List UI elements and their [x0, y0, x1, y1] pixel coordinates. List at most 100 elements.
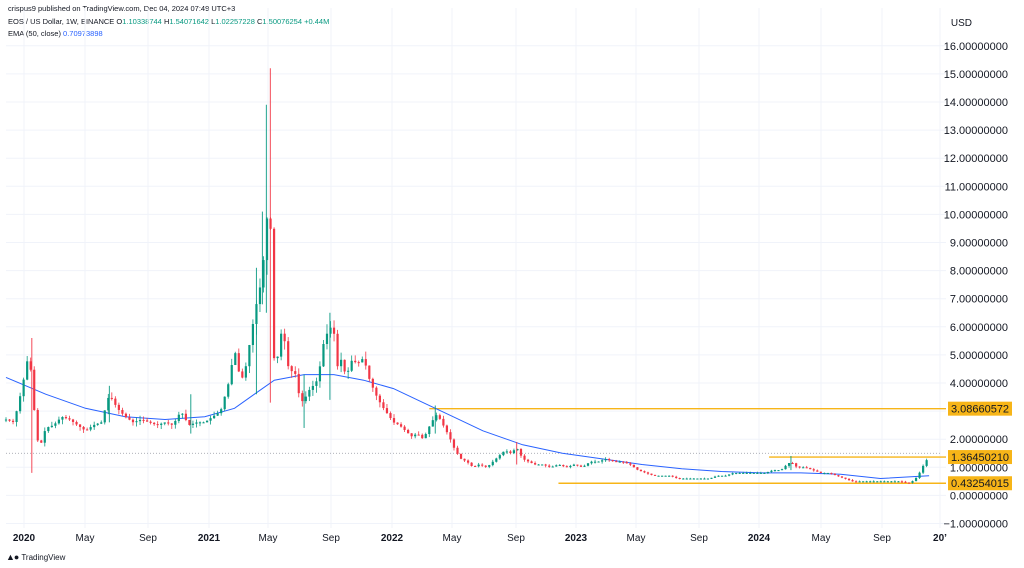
candle-body	[280, 333, 283, 357]
candle-body	[251, 323, 255, 346]
candle-body	[763, 472, 766, 474]
candle-body	[181, 413, 184, 415]
candle-body	[749, 472, 752, 474]
x-tick-label: May	[627, 533, 646, 544]
candle-body	[569, 465, 572, 468]
y-tick-label: −1.00000000	[943, 519, 1008, 531]
candle-body	[826, 472, 829, 474]
candle-body	[636, 467, 639, 470]
level-label: 3.08660572	[951, 404, 1009, 416]
candle-body	[816, 470, 819, 472]
candle-body	[410, 433, 413, 437]
candle-body	[167, 422, 170, 424]
candle-body	[703, 478, 706, 480]
candle-body	[770, 470, 773, 472]
ema-legend: EMA (50, close) 0.70973898	[8, 29, 103, 38]
candle-body	[914, 477, 918, 482]
y-tick-label: 0.00000000	[950, 490, 1008, 502]
x-tick-label: Sep	[139, 533, 157, 544]
candle-body	[897, 481, 900, 483]
candle-body	[601, 460, 604, 462]
candle-body	[869, 481, 872, 483]
candle-body	[4, 419, 8, 421]
candle-body	[368, 365, 371, 379]
candle-body	[622, 461, 625, 463]
candle-body	[498, 455, 501, 459]
candle-body	[858, 481, 861, 483]
candle-body	[378, 395, 381, 403]
candle-body	[481, 464, 484, 466]
candle-body	[223, 396, 226, 410]
candle-body	[170, 423, 173, 425]
y-tick-label: 12.00000000	[944, 153, 1008, 165]
candle-body	[47, 427, 50, 432]
candle-body	[149, 421, 152, 423]
candle-body	[209, 418, 212, 421]
candle-body	[78, 424, 82, 427]
candle-body	[883, 481, 886, 483]
candle-body	[604, 459, 607, 461]
candle-body	[22, 379, 25, 397]
candle-body	[876, 481, 879, 483]
candle-body	[128, 417, 131, 420]
candle-body	[93, 424, 96, 428]
candle-body	[431, 420, 434, 427]
candle-body	[502, 451, 505, 456]
candle-body	[350, 360, 353, 371]
candle-body	[586, 463, 590, 466]
candle-body	[851, 480, 854, 482]
x-tick-label: 20’	[933, 533, 947, 544]
candle-body	[382, 402, 385, 409]
candle-body	[392, 418, 396, 423]
tradingview-footer[interactable]: ▲● TradingView	[6, 552, 65, 562]
candle-body	[537, 464, 540, 466]
candle-body	[576, 464, 579, 466]
candle-body	[318, 366, 322, 382]
candle-body	[844, 477, 847, 479]
candle-body	[304, 396, 307, 402]
candle-body	[541, 464, 544, 466]
candle-body	[558, 464, 561, 466]
tradingview-logo-icon: ▲●	[6, 552, 19, 562]
candle-body	[417, 434, 420, 436]
y-tick-label: 5.00000000	[950, 350, 1008, 362]
candle-body	[713, 476, 717, 478]
candle-body	[579, 465, 583, 467]
candle-body	[135, 421, 138, 423]
candle-body	[64, 417, 68, 419]
candle-body	[879, 481, 882, 483]
y-tick-label: 1.00000000	[950, 462, 1008, 474]
candle-body	[784, 465, 787, 470]
candle-body	[854, 481, 858, 483]
candle-body	[421, 434, 424, 439]
candle-body	[466, 460, 470, 463]
candle-body	[71, 419, 75, 422]
candle-body	[50, 425, 53, 428]
candle-body	[449, 432, 452, 440]
level-label-box	[948, 450, 1012, 465]
candle-body	[696, 478, 699, 480]
candle-body	[142, 419, 145, 421]
candle-body	[805, 467, 808, 469]
y-tick-label: 7.00000000	[950, 294, 1008, 306]
candle-body	[375, 387, 378, 396]
candle-body	[163, 422, 166, 424]
y-tick-label: 4.00000000	[950, 378, 1008, 390]
candle-body	[886, 481, 889, 483]
candle-body	[202, 422, 205, 424]
candle-body	[463, 458, 466, 461]
candle-body	[583, 465, 586, 467]
candle-body	[488, 465, 491, 467]
candle-body	[664, 475, 667, 477]
candle-body	[773, 470, 777, 472]
candle-body	[230, 365, 233, 385]
candle-body	[364, 359, 367, 366]
y-tick-label: 14.00000000	[944, 97, 1008, 109]
x-tick-label: 2023	[565, 533, 588, 544]
candle-body	[100, 422, 103, 424]
candle-body	[717, 475, 720, 477]
candle-body	[114, 398, 117, 405]
candle-body	[124, 413, 128, 418]
candle-body	[650, 473, 653, 475]
